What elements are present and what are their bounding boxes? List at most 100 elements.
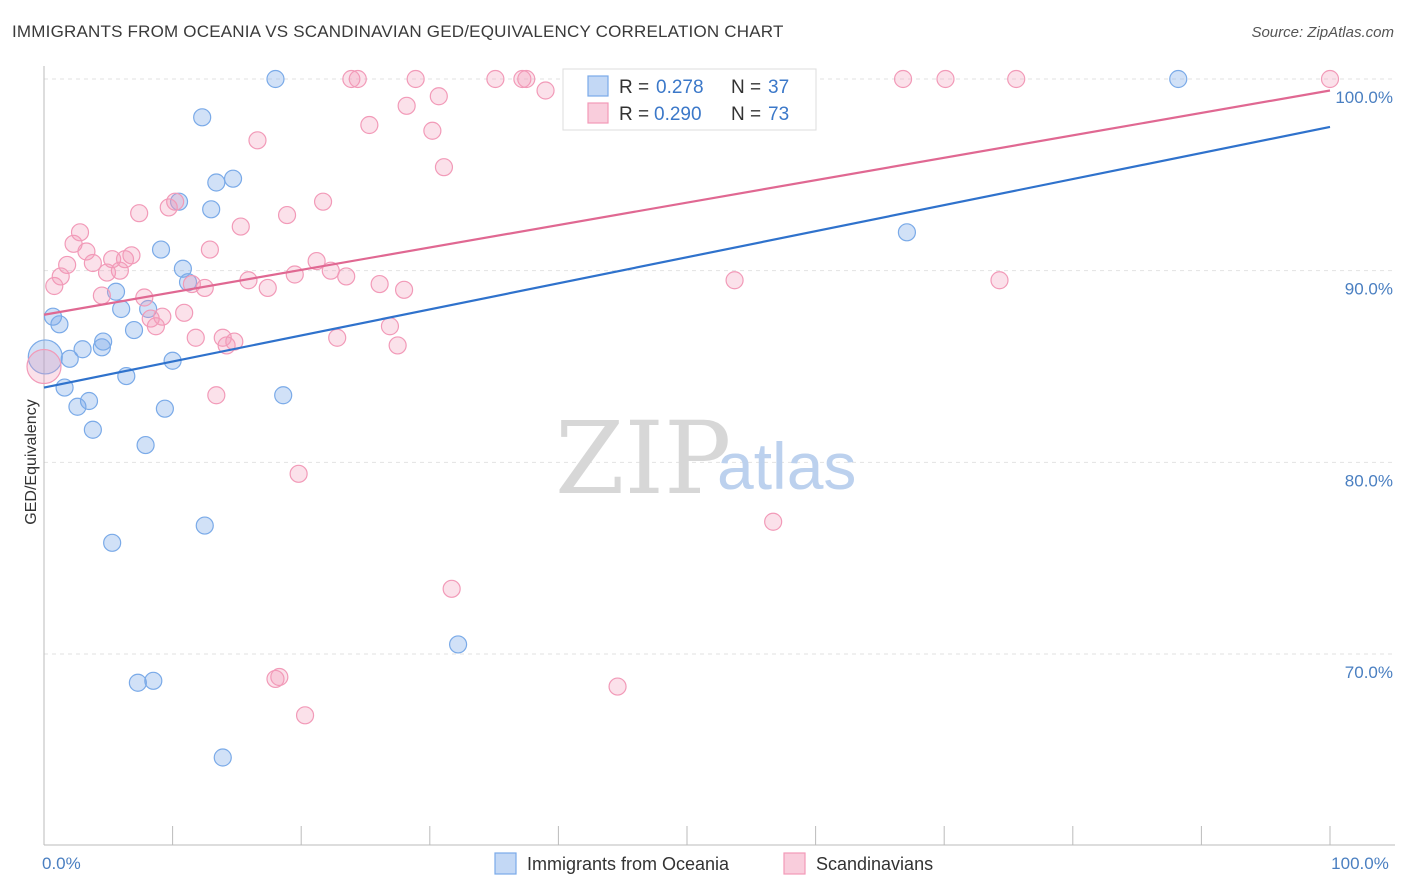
point-oceania bbox=[79, 391, 99, 411]
chart-source: Source: ZipAtlas.com bbox=[1251, 24, 1394, 41]
point-scandinavians bbox=[990, 271, 1009, 290]
axis-layer: 100.0% 90.0% 80.0% 70.0% 0.0% 100.0% bbox=[42, 66, 1395, 873]
point-scandinavians bbox=[423, 121, 442, 140]
point-scandinavians bbox=[122, 246, 141, 265]
point-scandinavians bbox=[936, 69, 955, 89]
point-scandinavians bbox=[536, 81, 555, 100]
point-oceania bbox=[274, 386, 293, 405]
y-axis-title: GED/Equivalency bbox=[23, 399, 40, 524]
bottom-legend-label-scandinavians: Scandinavians bbox=[816, 854, 933, 874]
bottom-legend-swatch-oceania bbox=[494, 852, 517, 875]
point-oceania bbox=[94, 332, 113, 351]
point-oceania bbox=[193, 108, 212, 127]
point-scandinavians bbox=[486, 69, 505, 89]
watermark-atlas: atlas bbox=[717, 429, 856, 503]
point-scandinavians bbox=[285, 265, 304, 284]
point-scandinavians bbox=[764, 512, 783, 531]
legend-r-label-oceania: R = bbox=[619, 77, 649, 98]
point-scandinavians bbox=[295, 706, 315, 725]
chart-title: IMMIGRANTS FROM OCEANIA VS SCANDINAVIAN … bbox=[12, 22, 784, 41]
legend-n-value-scandinavians: 73 bbox=[768, 104, 789, 125]
point-oceania bbox=[151, 240, 171, 259]
point-scandinavians bbox=[186, 328, 205, 347]
point-oceania bbox=[195, 516, 214, 535]
point-scandinavians bbox=[146, 317, 165, 336]
point-scandinavians bbox=[380, 317, 400, 336]
watermark-zip: ZIP bbox=[555, 400, 731, 517]
point-oceania bbox=[448, 635, 468, 654]
point-scandinavians bbox=[277, 205, 297, 225]
series-legend: Immigrants from Oceania Scandinavians bbox=[494, 852, 933, 875]
point-oceania bbox=[169, 192, 189, 211]
point-scandinavians bbox=[893, 69, 913, 89]
point-scandinavians bbox=[166, 192, 185, 211]
point-scandinavians bbox=[207, 386, 226, 405]
point-scandinavians bbox=[513, 69, 532, 89]
point-scandinavians bbox=[200, 240, 219, 259]
point-scandinavians bbox=[45, 276, 64, 296]
point-oceania bbox=[92, 338, 111, 357]
grid-layer bbox=[44, 78, 1395, 655]
point-scandinavians bbox=[307, 251, 326, 271]
point-oceania bbox=[144, 671, 163, 690]
point-scandinavians bbox=[397, 96, 416, 115]
point-scandinavians bbox=[608, 677, 627, 696]
legend-n-label-oceania: N = bbox=[731, 77, 761, 98]
point-oceania bbox=[207, 173, 226, 192]
legend-swatch-scandinavians bbox=[587, 102, 609, 124]
legend-n-value-oceania: 37 bbox=[768, 77, 789, 98]
point-scandinavians bbox=[58, 255, 77, 275]
point-scandinavians bbox=[270, 667, 289, 687]
point-scandinavians bbox=[258, 278, 277, 298]
point-scandinavians bbox=[92, 286, 111, 305]
point-oceania bbox=[106, 282, 126, 301]
point-scandinavians bbox=[1007, 69, 1026, 89]
point-scandinavians bbox=[26, 348, 62, 385]
point-scandinavians bbox=[360, 115, 379, 135]
point-scandinavians bbox=[725, 271, 744, 290]
points-layer bbox=[26, 69, 1340, 767]
point-oceania bbox=[223, 169, 243, 188]
point-oceania bbox=[897, 223, 917, 242]
point-scandinavians bbox=[313, 192, 333, 211]
point-oceania bbox=[60, 349, 79, 368]
point-scandinavians bbox=[434, 158, 454, 177]
point-scandinavians bbox=[248, 131, 267, 150]
point-scandinavians bbox=[517, 69, 536, 89]
x-tick-label: 0.0% bbox=[42, 854, 81, 873]
point-scandinavians bbox=[1320, 69, 1340, 89]
point-scandinavians bbox=[348, 69, 367, 89]
point-scandinavians bbox=[175, 303, 194, 322]
point-oceania bbox=[103, 533, 122, 552]
point-oceania bbox=[50, 315, 69, 334]
point-oceania bbox=[83, 420, 102, 439]
stats-legend: R = 0.278 N = 37 R = 0.290 N = 73 bbox=[562, 68, 817, 131]
point-oceania bbox=[155, 399, 174, 418]
legend-r-label-scandinavians: R = bbox=[619, 104, 649, 125]
point-scandinavians bbox=[337, 267, 356, 286]
point-scandinavians bbox=[370, 274, 389, 294]
point-oceania bbox=[173, 259, 192, 278]
point-scandinavians bbox=[394, 280, 414, 299]
legend-n-label-scandinavians: N = bbox=[731, 104, 761, 125]
point-scandinavians bbox=[289, 464, 308, 483]
point-oceania bbox=[136, 435, 155, 455]
point-scandinavians bbox=[153, 307, 172, 326]
point-oceania bbox=[68, 397, 87, 416]
point-scandinavians bbox=[406, 69, 425, 89]
legend-swatch-oceania bbox=[587, 75, 609, 97]
point-oceania bbox=[73, 340, 92, 359]
point-oceania bbox=[266, 69, 285, 89]
point-scandinavians bbox=[231, 217, 250, 236]
y-tick-label: 70.0% bbox=[1345, 663, 1393, 682]
trend-line-oceania bbox=[43, 125, 1331, 389]
legend-r-value-scandinavians: 0.290 bbox=[654, 104, 702, 125]
trend-line-scandinavians bbox=[43, 89, 1331, 316]
point-scandinavians bbox=[342, 69, 361, 89]
point-scandinavians bbox=[51, 267, 70, 286]
point-scandinavians bbox=[328, 328, 347, 347]
point-oceania bbox=[27, 339, 63, 375]
point-scandinavians bbox=[70, 223, 90, 242]
point-oceania bbox=[202, 200, 221, 219]
